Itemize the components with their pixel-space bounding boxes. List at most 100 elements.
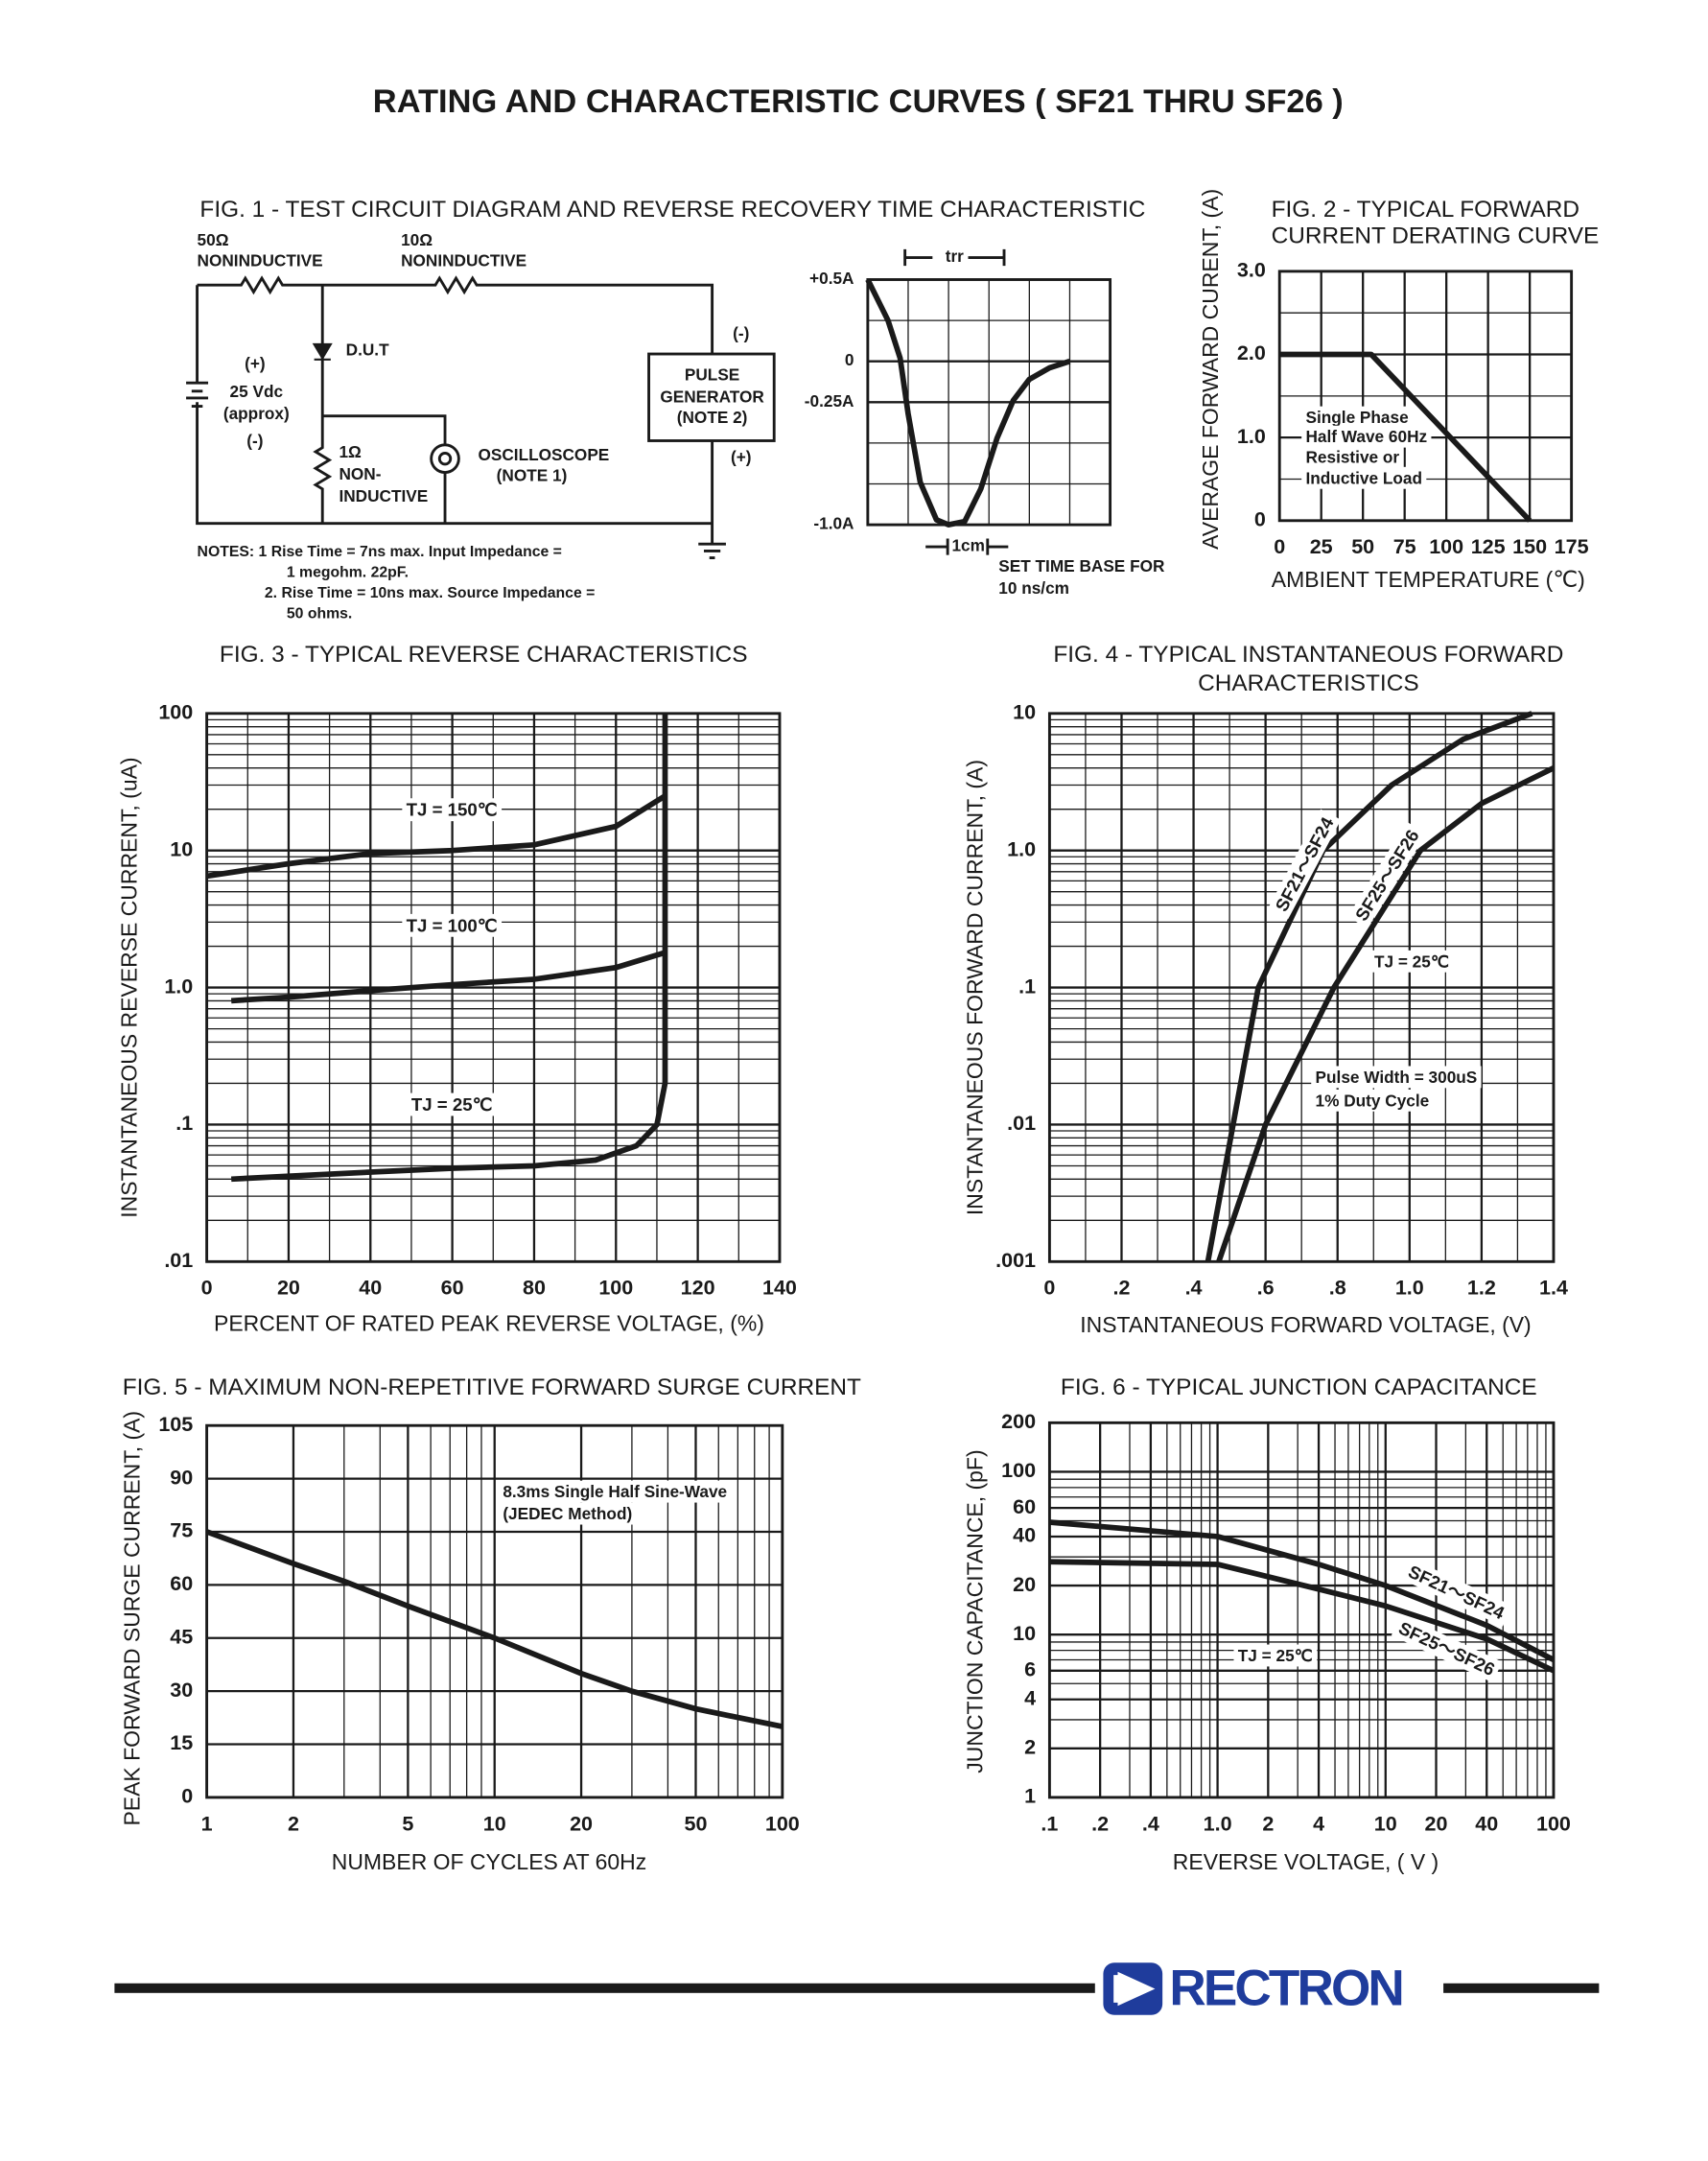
- x-tick-label: 120: [681, 1277, 715, 1300]
- circuit-label: (+): [245, 354, 266, 373]
- series-line: [1279, 351, 1533, 523]
- chart-title: FIG. 2 - TYPICAL FORWARD: [1272, 197, 1579, 223]
- y-tick-label: 1.0: [1007, 837, 1036, 860]
- x-tick-label: 125: [1471, 535, 1506, 558]
- circuit-label: 50Ω: [198, 230, 229, 249]
- circuit-label: NON-: [339, 464, 381, 483]
- plot-frame: [1277, 270, 1574, 523]
- annotation: SET TIME BASE FOR: [998, 556, 1165, 575]
- x-tick-label: .6: [1257, 1277, 1275, 1300]
- circuit-label: 25 Vdc: [230, 382, 284, 401]
- x-tick-label: 0: [201, 1277, 213, 1300]
- circuit-label: (approx): [223, 404, 290, 423]
- chart-title: FIG. 3 - TYPICAL REVERSE CHARACTERISTICS: [220, 642, 748, 668]
- dim-arrows: [903, 248, 1009, 555]
- y-tick-label: 0: [1254, 507, 1266, 530]
- label-bg: [402, 913, 503, 937]
- x-tick-label: 60: [441, 1277, 464, 1300]
- x-axis-label: REVERSE VOLTAGE, ( V ): [1173, 1849, 1439, 1874]
- y-tick-label: 75: [170, 1519, 193, 1542]
- y-axis-label: PEAK FORWARD SURGE CURRENT, (A): [120, 1411, 145, 1826]
- note: 50 ohms.: [287, 606, 352, 622]
- x-tick-label: 25: [1310, 535, 1333, 558]
- y-tick-label: 90: [170, 1466, 193, 1489]
- series-line: [230, 950, 667, 1004]
- x-tick-label: 1.2: [1467, 1277, 1496, 1300]
- circuit-label: NONINDUCTIVE: [401, 250, 526, 270]
- scope: [430, 443, 460, 474]
- series-line: [231, 713, 668, 1183]
- x-tick-label: 1.0: [1395, 1277, 1424, 1300]
- chart-title: FIG. 4 - TYPICAL INSTANTANEOUS FORWARD: [1053, 642, 1563, 668]
- x-tick-label: 0: [1274, 535, 1285, 558]
- chart-title: CURRENT DERATING CURVE: [1272, 223, 1600, 248]
- x-tick-label: 2: [1262, 1812, 1274, 1835]
- label-bg: [1347, 821, 1427, 929]
- x-tick-label: 100: [1536, 1812, 1571, 1835]
- series-label: TJ = 150℃: [407, 800, 498, 820]
- y-tick-label: 200: [1001, 1410, 1036, 1433]
- circuit: [186, 248, 1009, 559]
- label-bg: [402, 798, 503, 822]
- plot-frame: [205, 1423, 784, 1799]
- note: NOTES: 1 Rise Time = 7ns max. Input Impe…: [198, 544, 562, 560]
- circuit-label: D.U.T: [346, 341, 389, 360]
- rule: [114, 1983, 1095, 1993]
- x-tick-label: 4: [1313, 1812, 1324, 1835]
- y-tick-label: .1: [1018, 975, 1036, 998]
- x-tick-label: 150: [1512, 535, 1547, 558]
- annotation: trr: [946, 247, 964, 266]
- y-tick-label: 40: [1013, 1524, 1036, 1547]
- x-tick-label: 40: [359, 1277, 382, 1300]
- y-tick-label: 1.0: [164, 975, 193, 998]
- y-tick-label: 30: [170, 1679, 193, 1702]
- y-tick-label: 105: [158, 1413, 193, 1436]
- x-tick-label: 20: [570, 1812, 593, 1835]
- diode: [312, 342, 333, 361]
- x-tick-label: 50: [685, 1812, 708, 1835]
- annotation: Resistive or: [1305, 448, 1399, 467]
- x-tick-label: .8: [1329, 1277, 1346, 1300]
- y-tick-label: 2: [1024, 1736, 1036, 1759]
- annotation: TJ = 25℃: [1374, 951, 1449, 971]
- x-tick-label: 2: [288, 1812, 299, 1835]
- x-tick-label: 50: [1351, 535, 1374, 558]
- y-tick-label: 10: [1013, 1622, 1036, 1645]
- x-tick-label: .1: [1041, 1812, 1058, 1835]
- circuit-label: (-): [246, 431, 263, 450]
- x-tick-label: 100: [598, 1277, 633, 1300]
- plot-frame: [866, 278, 1112, 527]
- y-tick-label: 0: [845, 350, 854, 369]
- chart-title: FIG. 5 - MAXIMUM NON-REPETITIVE FORWARD …: [123, 1374, 861, 1400]
- circuit-label: OSCILLOSCOPE: [478, 445, 609, 464]
- series-line: [1049, 1559, 1556, 1674]
- chart-title: CHARACTERISTICS: [1198, 670, 1419, 696]
- plot-frame: [1047, 712, 1556, 1263]
- x-tick-label: .4: [1185, 1277, 1203, 1300]
- y-tick-label: 60: [1013, 1495, 1036, 1518]
- x-tick-label: .4: [1142, 1812, 1159, 1835]
- x-tick-label: 1: [201, 1812, 213, 1835]
- label-bg: [1268, 809, 1342, 920]
- x-tick-label: 100: [1429, 535, 1463, 558]
- circuit-label: GENERATOR: [660, 388, 764, 407]
- circuit-label: (-): [733, 323, 749, 342]
- y-axis-label: INSTANTANEOUS FORWARD CURRENT, (A): [962, 760, 987, 1215]
- wire: [196, 275, 714, 545]
- annotation: (JEDEC Method): [503, 1504, 632, 1523]
- x-tick-label: 0: [1043, 1277, 1055, 1300]
- y-tick-label: .1: [175, 1112, 193, 1135]
- y-tick-label: 0: [181, 1785, 193, 1808]
- y-tick-label: .01: [164, 1249, 193, 1272]
- x-tick-label: 75: [1393, 535, 1416, 558]
- circuit-label: PULSE: [685, 365, 739, 385]
- label-bg: [1391, 1614, 1503, 1683]
- annotation: Inductive Load: [1305, 468, 1421, 487]
- y-tick-label: -1.0A: [813, 514, 854, 533]
- y-tick-label: 10: [1013, 701, 1036, 724]
- x-tick-label: .2: [1113, 1277, 1131, 1300]
- x-tick-label: 1.0: [1204, 1812, 1232, 1835]
- x-axis-label: NUMBER OF CYCLES AT 60Hz: [332, 1849, 646, 1874]
- series-line: [1049, 1519, 1556, 1663]
